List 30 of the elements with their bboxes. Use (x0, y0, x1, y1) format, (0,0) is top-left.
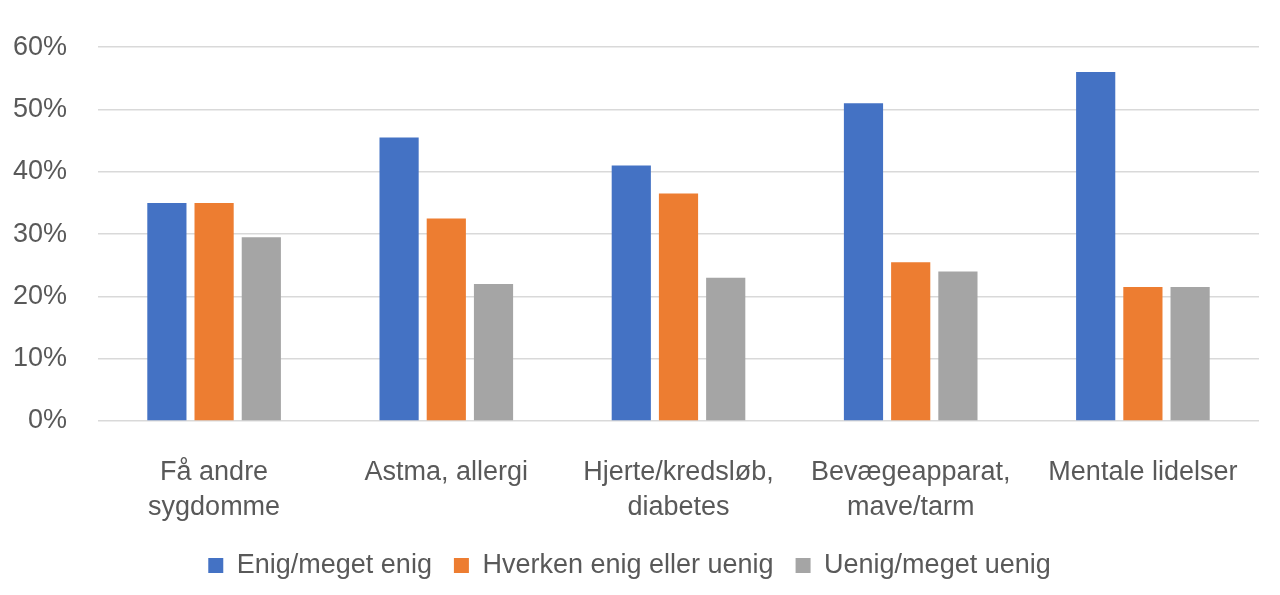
bar (241, 237, 281, 421)
bar (1170, 287, 1210, 421)
x-tick-label: Bevægeapparat, mave/tarm (810, 456, 1011, 522)
y-tick-label: 10% (12, 342, 67, 373)
legend-label: Uenig/meget uenig (824, 548, 1051, 579)
bar (1123, 287, 1163, 421)
bar (1076, 72, 1116, 421)
bar (611, 165, 651, 421)
x-tick-label: Astma, allergi (364, 456, 529, 486)
bar (379, 137, 419, 421)
bar (473, 283, 514, 421)
y-tick-label: 0% (27, 404, 67, 435)
bar (843, 103, 884, 421)
legend-label: Hverken enig eller uenig (482, 548, 774, 579)
bar (938, 271, 978, 421)
y-tick-label: 60% (12, 30, 67, 61)
bar (891, 262, 931, 421)
bar (194, 202, 234, 421)
bar (147, 202, 187, 421)
bar (426, 218, 466, 421)
x-tick-label: Få andre sygdomme (148, 456, 281, 522)
y-tick-label: 50% (12, 92, 67, 123)
bar (706, 277, 746, 421)
y-tick-label: 20% (12, 279, 67, 310)
x-tick-label: Mentale lidelser (1048, 456, 1238, 486)
y-tick-label: 30% (12, 217, 67, 248)
x-tick-label: Hjerte/kredsløb, diabetes (583, 456, 774, 522)
legend-label: Enig/meget enig (236, 548, 432, 579)
bar (658, 193, 699, 421)
y-tick-label: 40% (12, 155, 67, 186)
